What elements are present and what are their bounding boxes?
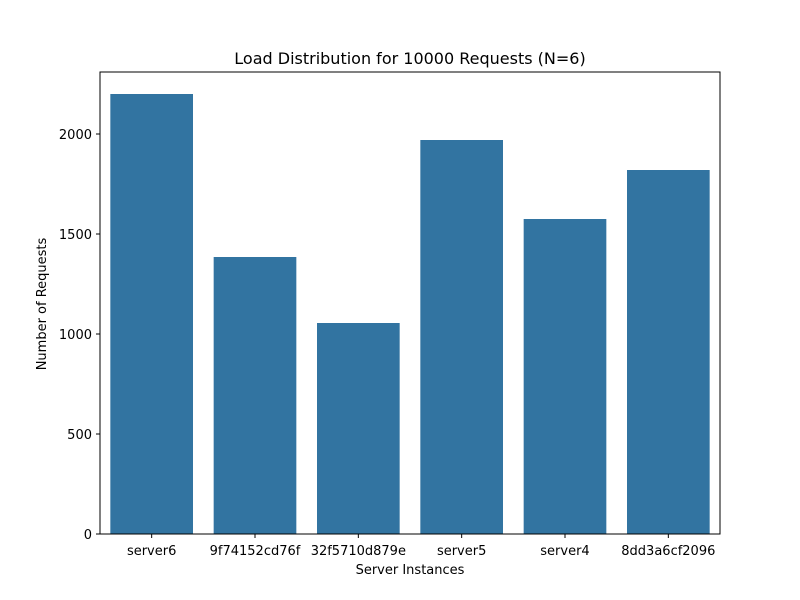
y-tick-label: 500 xyxy=(67,428,92,443)
bar-8dd3a6cf2096 xyxy=(627,170,710,534)
bars-layer xyxy=(110,94,710,534)
x-tick-label: 32f5710d879e xyxy=(311,544,406,559)
y-tick-label: 0 xyxy=(84,528,92,543)
x-axis: server6 9f74152cd76f 32f5710d879e server5 se… xyxy=(127,534,715,559)
bar-server5 xyxy=(420,140,503,534)
bar-server6 xyxy=(110,94,193,534)
x-tick-label: 9f74152cd76f xyxy=(210,544,301,559)
x-tick-label: 8dd3a6cf2096 xyxy=(621,544,715,559)
y-tick-label: 2000 xyxy=(59,128,92,143)
y-tick-label: 1500 xyxy=(59,228,92,243)
y-axis-label: Number of Requests xyxy=(35,237,50,370)
bar-32f5710d879e xyxy=(317,323,400,534)
bar-9f74152cd76f xyxy=(213,257,297,534)
chart-title: Load Distribution for 10000 Requests (N=… xyxy=(234,49,585,68)
x-tick-label: server5 xyxy=(437,544,486,559)
y-axis: 0 500 1000 1500 2000 xyxy=(59,128,100,543)
x-axis-label: Server Instances xyxy=(356,563,465,578)
plot-area: 0 500 1000 1500 2000 server6 9f74152cd76f 32f5… xyxy=(59,71,721,559)
bar-server4 xyxy=(523,219,607,534)
axes-frame xyxy=(99,71,721,535)
x-tick-label: server6 xyxy=(127,544,176,559)
x-tick-label: server4 xyxy=(540,544,589,559)
y-tick-label: 1000 xyxy=(59,328,92,343)
